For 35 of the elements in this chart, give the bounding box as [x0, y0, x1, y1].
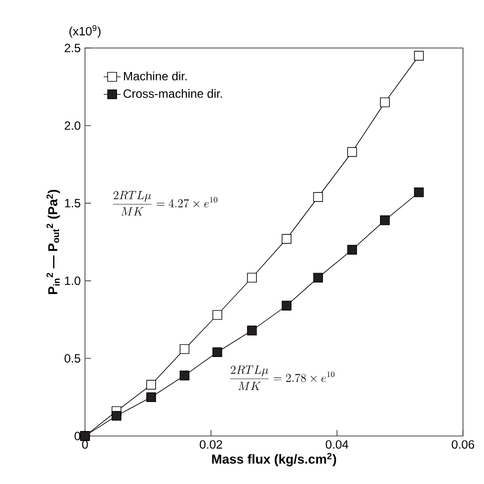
point: [247, 272, 257, 283]
point: [146, 380, 156, 390]
x-tick-label: 0: [82, 440, 88, 449]
point: [414, 50, 424, 61]
point: [313, 272, 323, 283]
point: [282, 234, 292, 244]
point: [146, 392, 156, 402]
y-tick-label: 1.0: [65, 276, 80, 286]
point: [347, 244, 357, 255]
x-tick-label: 0.04: [326, 440, 348, 449]
y-tick-label: 2.0: [64, 121, 80, 130]
y-tick-label: 1.5: [65, 199, 80, 208]
point: [380, 215, 390, 226]
y-tick-label: 2.5: [64, 44, 80, 52]
x-tick-label: 0.02: [200, 440, 222, 449]
point: [180, 344, 190, 354]
x-axis-title: Mass flux (kg/s.cm$^{2}$): [212, 452, 336, 466]
text: (x10$^{9}$): [69, 25, 101, 38]
legend-label: Cross-machine dir.: [124, 89, 222, 98]
point: [180, 370, 190, 380]
legend-label: Machine dir.: [124, 72, 187, 80]
point: [212, 347, 222, 358]
point: [380, 97, 390, 108]
annotation: $\frac{2RTL\mu}{MK} = 4.27\times e^{10}$: [113, 190, 218, 216]
point: [112, 410, 122, 421]
point: [282, 300, 292, 310]
x-tick-label: 0.06: [452, 440, 474, 449]
point: [313, 192, 323, 202]
point: [347, 147, 357, 157]
annotation: $\frac{2RTL\mu}{MK} = 2.78\times e^{10}$: [230, 366, 335, 390]
point: [247, 326, 257, 336]
text: P$_{in}$$^{2}$ — P$_{out}$$^{2}$ (Pa$^{2}$): [46, 190, 60, 294]
point: [212, 310, 222, 320]
point: [414, 187, 424, 198]
y-tick-label: 0.5: [64, 354, 80, 363]
